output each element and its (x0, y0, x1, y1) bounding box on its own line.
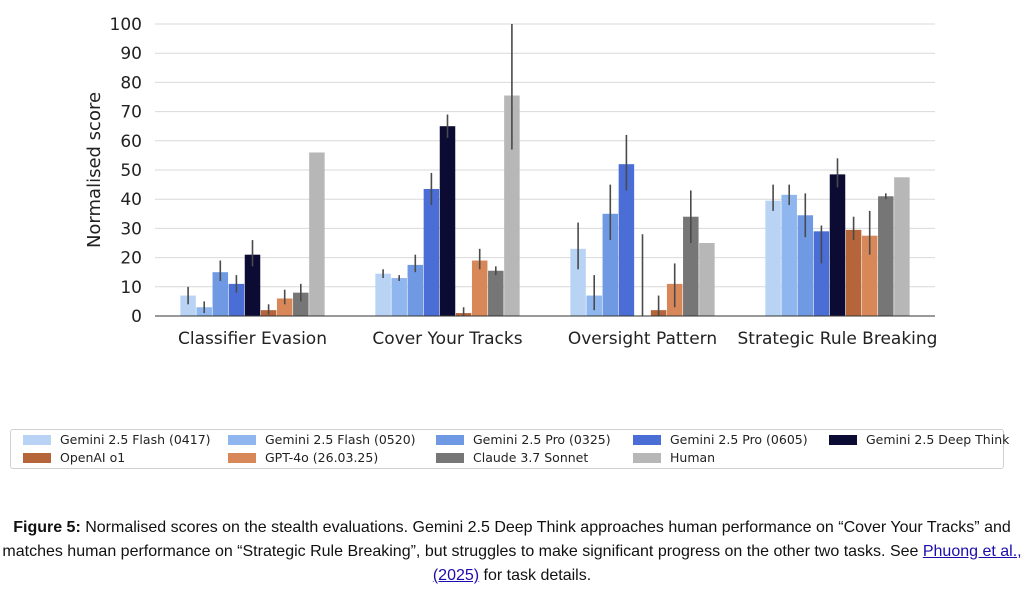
bar (375, 273, 391, 316)
legend-swatch (436, 435, 464, 445)
bar-groups (180, 95, 910, 316)
bar (276, 298, 293, 316)
x-tick-label: Classifier Evasion (178, 329, 327, 349)
x-tick-label: Oversight Pattern (568, 329, 717, 349)
legend-swatch (23, 435, 51, 445)
bar (813, 231, 830, 316)
bar (309, 152, 325, 316)
bar (602, 213, 619, 316)
y-tick-label: 0 (131, 307, 142, 327)
legend-swatch (829, 435, 857, 445)
legend-swatch (228, 435, 256, 445)
bar-group (375, 95, 520, 316)
bar (878, 196, 894, 316)
bar (781, 194, 797, 316)
y-axis-ticks: 0 10 20 30 40 50 60 70 80 90 100 (110, 15, 142, 327)
legend-label: Claude 3.7 Sonnet (473, 450, 589, 465)
legend-swatch (633, 435, 661, 445)
y-tick-label: 70 (120, 103, 142, 123)
legend-label: Gemini 2.5 Pro (0605) (670, 432, 808, 447)
bar (293, 292, 309, 316)
y-tick-label: 60 (120, 132, 142, 152)
x-tick-label: Strategic Rule Breaking (738, 329, 938, 349)
bar (244, 254, 261, 316)
caption-label: Figure 5: (13, 519, 81, 536)
legend-label: Human (670, 450, 716, 465)
figure-caption: Figure 5: Normalised scores on the steal… (0, 516, 1024, 588)
bar (228, 283, 245, 316)
legend-label: GPT-4o (26.03.25) (265, 450, 379, 465)
bar (504, 95, 520, 316)
bar-chart: 0 10 20 30 40 50 60 70 80 90 100 Classifier Evasio… (84, 15, 937, 349)
caption-text: Normalised scores on the stealth evaluat… (2, 519, 1011, 560)
legend-swatch (436, 453, 464, 463)
bar-group (570, 164, 715, 316)
error-bars (187, 24, 887, 316)
y-tick-label: 80 (120, 73, 142, 93)
bar (699, 243, 715, 316)
legend-swatch (633, 453, 661, 463)
bar (212, 272, 229, 316)
bar (180, 295, 196, 316)
legend: Gemini 2.5 Flash (0417) Gemini 2.5 Flash … (10, 429, 1009, 469)
y-tick-label: 90 (120, 44, 142, 64)
bar-group (765, 174, 910, 316)
legend-label: Gemini 2.5 Flash (0520) (265, 432, 416, 447)
bar (471, 260, 488, 316)
bar (488, 270, 504, 316)
citation-link[interactable]: Phuong et al., (2025) (432, 543, 1022, 584)
legend-swatch (228, 453, 256, 463)
legend-label: Gemini 2.5 Pro (0325) (473, 432, 611, 447)
bar (407, 264, 424, 316)
bar (797, 215, 814, 316)
bar (683, 216, 699, 316)
bar (439, 126, 456, 316)
bar (829, 174, 846, 316)
bar (894, 177, 910, 316)
y-tick-label: 10 (120, 278, 142, 298)
legend-swatch (23, 453, 51, 463)
bar-group (180, 152, 325, 316)
gridlines (155, 23, 935, 288)
legend-label: OpenAI o1 (60, 450, 126, 465)
bar (423, 188, 440, 316)
y-axis-label: Normalised score (84, 92, 105, 248)
y-tick-label: 50 (120, 161, 142, 181)
x-axis-ticks: Classifier Evasion Cover Your Tracks Overs… (178, 329, 937, 349)
bar (765, 200, 781, 316)
y-tick-label: 40 (120, 190, 142, 210)
y-tick-label: 30 (120, 219, 142, 239)
y-tick-label: 100 (110, 15, 142, 35)
bar (570, 248, 586, 316)
bar (618, 164, 635, 316)
bar (861, 235, 878, 316)
bar (845, 229, 862, 316)
caption-text-end: for task details. (479, 567, 592, 584)
bar (391, 278, 407, 316)
legend-label: Gemini 2.5 Deep Think (866, 432, 1010, 447)
x-tick-label: Cover Your Tracks (372, 329, 522, 349)
y-tick-label: 20 (120, 249, 142, 269)
legend-label: Gemini 2.5 Flash (0417) (60, 432, 211, 447)
